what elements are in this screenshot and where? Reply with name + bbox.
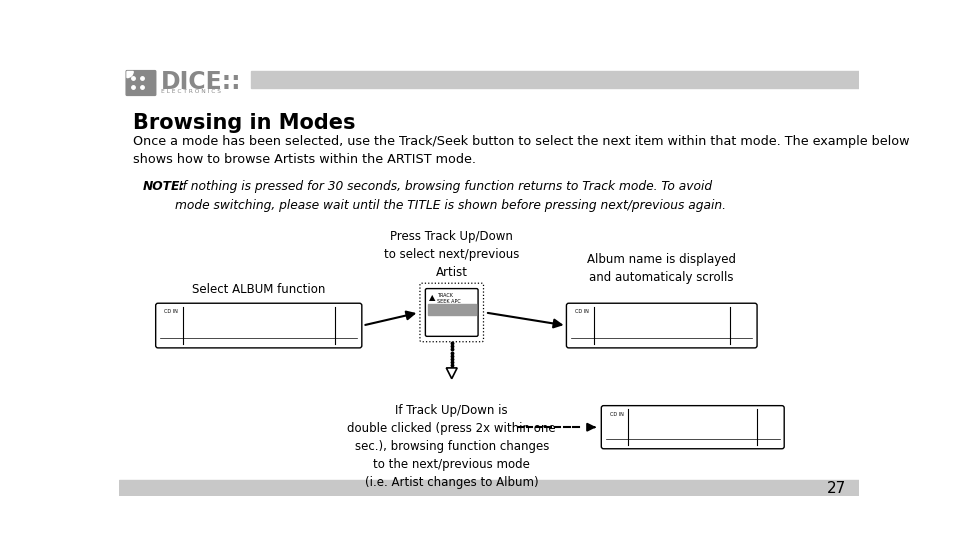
Text: SEEK APC: SEEK APC	[436, 299, 460, 304]
Bar	[119, 480, 858, 496]
Text: If nothing is pressed for 30 seconds, browsing function returns to Track mode. T: If nothing is pressed for 30 seconds, br…	[174, 180, 725, 212]
FancyBboxPatch shape	[125, 70, 156, 96]
Text: NOTE:: NOTE:	[142, 180, 185, 193]
FancyBboxPatch shape	[600, 405, 783, 449]
Text: If Track Up/Down is
double clicked (press 2x within one
sec.), browsing function: If Track Up/Down is double clicked (pres…	[347, 404, 556, 489]
Text: CD IN: CD IN	[609, 412, 623, 417]
Polygon shape	[446, 368, 456, 379]
Wedge shape	[127, 71, 133, 77]
Text: Album name is displayed
and automaticaly scrolls: Album name is displayed and automaticaly…	[587, 253, 736, 284]
Text: ▲: ▲	[429, 293, 436, 302]
FancyBboxPatch shape	[566, 303, 757, 348]
Text: Press Track Up/Down
to select next/previous
Artist: Press Track Up/Down to select next/previ…	[384, 229, 518, 278]
FancyBboxPatch shape	[425, 289, 477, 336]
Text: CD IN: CD IN	[164, 309, 178, 314]
FancyBboxPatch shape	[419, 283, 483, 342]
Bar	[251, 71, 858, 87]
Text: 27: 27	[826, 481, 845, 496]
Text: Once a mode has been selected, use the Track/Seek button to select the next item: Once a mode has been selected, use the T…	[133, 135, 909, 166]
Text: DICE::: DICE::	[161, 70, 241, 94]
Text: E L E C T R O N I C S: E L E C T R O N I C S	[161, 89, 221, 94]
FancyBboxPatch shape	[155, 303, 361, 348]
Text: Select ALBUM function: Select ALBUM function	[192, 284, 325, 296]
Text: CD IN: CD IN	[575, 309, 588, 314]
Text: TRACK: TRACK	[436, 293, 453, 298]
Bar	[427, 304, 476, 315]
Text: Browsing in Modes: Browsing in Modes	[133, 113, 355, 133]
